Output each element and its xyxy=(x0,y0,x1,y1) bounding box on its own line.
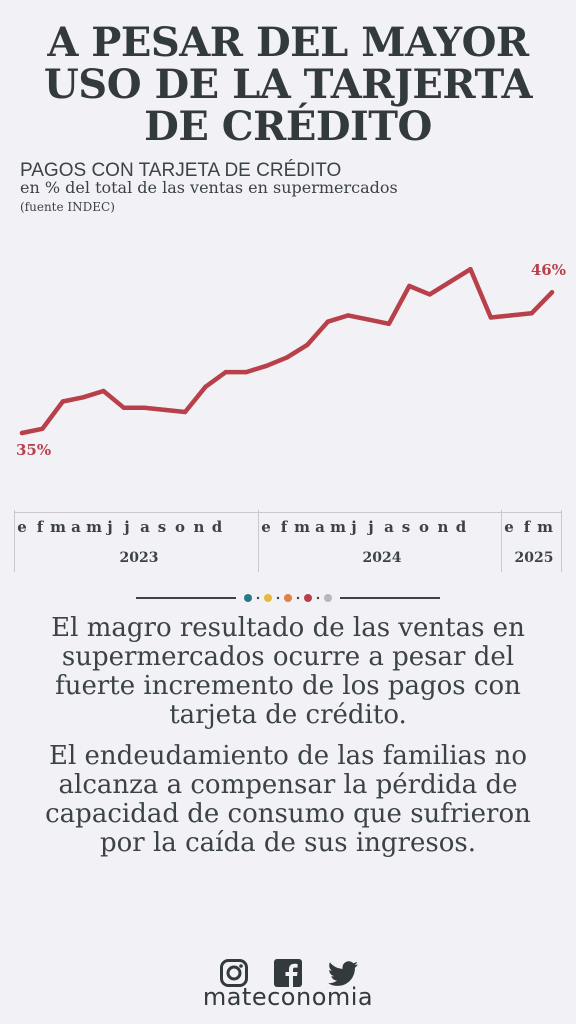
divider-dot xyxy=(264,594,272,602)
month-tick-label: e xyxy=(261,518,271,536)
month-tick-label: m xyxy=(50,518,66,536)
chart-subtitle-main: PAGOS CON TARJETA DE CRÉDITO xyxy=(20,160,342,181)
data-point xyxy=(305,342,310,347)
data-point xyxy=(447,279,453,284)
divider-dot xyxy=(244,594,252,602)
series-line xyxy=(19,266,555,436)
divider-dot xyxy=(304,594,312,602)
decorative-divider xyxy=(136,594,440,602)
month-tick-label: d xyxy=(211,518,223,536)
data-point xyxy=(509,313,514,318)
data-point xyxy=(142,405,147,410)
data-point xyxy=(80,395,86,400)
series-group: 35% 46% xyxy=(16,261,566,459)
month-tick-label: m xyxy=(537,518,553,536)
data-point xyxy=(345,313,351,318)
month-tick-label: j xyxy=(124,518,130,536)
month-tick-label: o xyxy=(418,518,430,536)
instagram-icon[interactable] xyxy=(220,959,248,987)
data-point xyxy=(366,317,371,322)
month-tick-label: s xyxy=(401,518,411,536)
data-point xyxy=(427,292,432,297)
data-point xyxy=(325,319,330,324)
divider-separator-dot xyxy=(316,596,320,600)
month-tick-label: a xyxy=(384,518,394,536)
month-tick-label: d xyxy=(455,518,467,536)
month-tick-label: j xyxy=(368,518,374,536)
year-label: 2024 xyxy=(362,550,402,566)
data-point xyxy=(19,430,25,436)
data-point xyxy=(468,267,473,272)
data-point xyxy=(529,311,534,316)
divider-separator-dot xyxy=(276,596,280,600)
data-label-last: 46% xyxy=(531,261,566,279)
month-tick-label: j xyxy=(351,518,357,536)
data-point xyxy=(386,321,392,326)
data-point xyxy=(162,407,167,413)
chart-subtitle-units: en % del total de las ventas en supermer… xyxy=(20,178,398,197)
data-point xyxy=(60,399,65,404)
year-label: 2023 xyxy=(119,550,159,566)
month-tick-label: e xyxy=(504,518,514,536)
month-tick-label: a xyxy=(140,518,150,536)
paragraph-2: El endeudamiento de las familias no alca… xyxy=(45,741,531,858)
data-point xyxy=(549,290,555,295)
month-tick-label: j xyxy=(107,518,113,536)
facebook-icon[interactable] xyxy=(274,959,302,987)
title-line-1: A PESAR DEL MAYOR xyxy=(47,19,529,66)
data-point xyxy=(40,426,45,431)
divider-dot xyxy=(284,594,292,602)
divider-separator-dot xyxy=(296,596,300,600)
data-point xyxy=(264,363,269,368)
month-tick-label: f xyxy=(523,518,531,536)
month-tick-label: f xyxy=(280,518,288,536)
data-label-first: 35% xyxy=(16,441,51,459)
line-chart: 35% 46% xyxy=(16,261,566,459)
data-point xyxy=(223,369,229,375)
month-tick-label: s xyxy=(157,518,167,536)
divider-separator-dot xyxy=(256,596,260,600)
month-tick-label: m xyxy=(294,518,310,536)
data-point xyxy=(407,283,412,289)
brand-name: mateconomia xyxy=(202,983,374,1011)
social-icons xyxy=(220,959,358,987)
chart-source: (fuente INDEC) xyxy=(20,200,115,214)
data-point xyxy=(101,388,106,394)
month-tick-label: e xyxy=(17,518,27,536)
month-tick-label: m xyxy=(330,518,346,536)
title-line-2: USO DE LA TARJERTA xyxy=(43,61,533,108)
month-tick-label: a xyxy=(315,518,325,536)
year-label: 2025 xyxy=(514,550,554,566)
month-tick-label: n xyxy=(437,518,449,536)
month-tick-label: m xyxy=(86,518,102,536)
month-tick-label: f xyxy=(36,518,44,536)
divider-dot xyxy=(324,594,332,602)
data-point xyxy=(488,315,494,320)
data-point xyxy=(284,355,290,360)
title-line-3: DE CRÉDITO xyxy=(144,103,432,150)
month-tick-label: a xyxy=(71,518,81,536)
paragraph-1: El magro resultado de las ventas en supe… xyxy=(51,613,525,730)
twitter-icon[interactable] xyxy=(328,961,358,986)
month-tick-label: n xyxy=(193,518,205,536)
x-axis-frame xyxy=(14,510,562,572)
data-point xyxy=(244,369,249,375)
data-point xyxy=(121,405,127,410)
page-title: A PESAR DEL MAYOR USO DE LA TARJERTA DE … xyxy=(0,22,576,148)
data-point xyxy=(182,409,188,415)
data-point xyxy=(203,384,208,389)
month-tick-label: o xyxy=(174,518,186,536)
